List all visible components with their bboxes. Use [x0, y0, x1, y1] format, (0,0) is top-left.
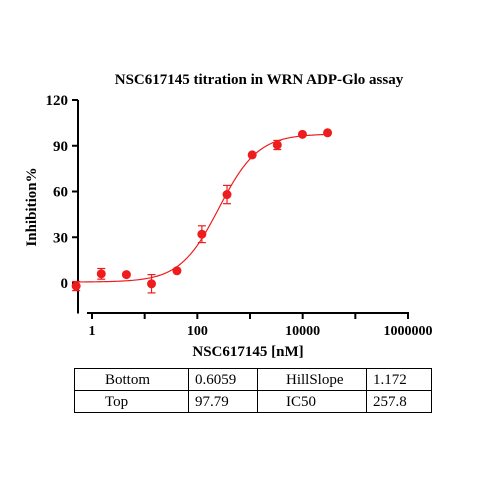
data-point — [121, 270, 131, 280]
fit-parameters-table: Bottom 0.6059 HillSlope 1.172 Top 97.79 … — [74, 368, 432, 413]
x-tick-label: 10000 — [285, 324, 320, 339]
data-point — [147, 279, 157, 289]
x-tick-label: 1 — [89, 324, 96, 339]
chart-title: NSC617145 titration in WRN ADP-Glo assay — [115, 72, 404, 88]
param-name-ic50: IC50 — [257, 390, 367, 413]
y-tick-label: 30 — [53, 230, 68, 246]
x-axis-label: NSC617145 [nM] — [192, 344, 303, 360]
param-value-bottom: 0.6059 — [188, 368, 258, 391]
data-point — [197, 229, 207, 239]
data-point — [172, 266, 182, 276]
x-tick-label: 1000000 — [384, 324, 433, 339]
data-point — [272, 140, 282, 150]
data-points-layer — [71, 128, 333, 294]
data-point — [71, 281, 81, 291]
x-tick-label: 100 — [187, 324, 208, 339]
axes: 0 30 60 90 120 1 100 10000 1000000 — [46, 93, 433, 339]
data-point — [96, 269, 106, 279]
y-tick-label: 90 — [53, 139, 68, 155]
param-value-top: 97.79 — [188, 390, 258, 413]
y-tick-label: 120 — [46, 93, 69, 109]
table-row: Bottom 0.6059 HillSlope 1.172 — [74, 368, 432, 391]
param-value-hillslope: 1.172 — [366, 368, 432, 391]
data-point — [323, 128, 333, 138]
fit-curve-layer — [76, 133, 328, 283]
y-tick-label: 0 — [61, 276, 69, 292]
y-tick-label: 60 — [53, 185, 68, 201]
y-axis-label: Inhibition% — [24, 167, 40, 246]
data-point — [247, 150, 257, 160]
param-name-hillslope: HillSlope — [257, 368, 367, 391]
data-point — [297, 129, 307, 139]
table-row: Top 97.79 IC50 257.8 — [74, 390, 432, 413]
param-name-top: Top — [74, 390, 189, 413]
fit-curve — [76, 133, 328, 283]
data-point — [222, 190, 232, 200]
param-value-ic50: 257.8 — [366, 390, 432, 413]
param-name-bottom: Bottom — [74, 368, 189, 391]
